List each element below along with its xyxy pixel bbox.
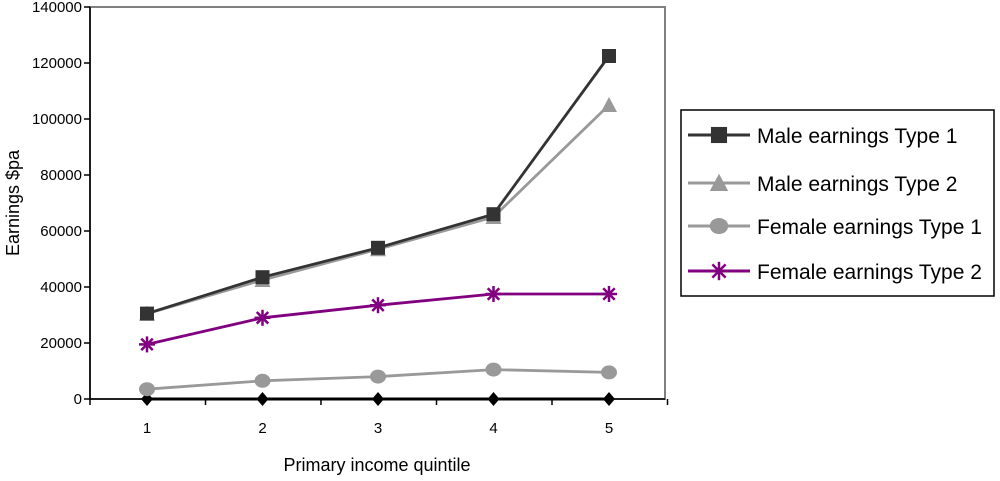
data-point <box>601 97 617 112</box>
legend: Male earnings Type 1 Male earnings Type 2… <box>688 125 982 284</box>
legend-label: Male earnings Type 2 <box>757 173 957 196</box>
y-axis-ticks: 0 20000 40000 60000 80000 100000 120000 140000 <box>32 0 90 408</box>
y-tick-label: 100000 <box>32 111 82 128</box>
series-5 <box>141 392 615 406</box>
legend-marker <box>710 126 728 144</box>
series-1 <box>140 49 616 321</box>
series-4 <box>139 286 617 353</box>
legend-label: Female earnings Type 1 <box>757 216 982 239</box>
data-point <box>256 392 269 406</box>
legend-marker <box>709 173 729 192</box>
data-point <box>370 369 386 384</box>
data-point <box>371 240 385 255</box>
x-axis-title: Primary income quintile <box>283 455 470 475</box>
series-layer <box>139 49 617 406</box>
data-point <box>139 336 155 353</box>
x-tick-label: 3 <box>374 420 382 437</box>
x-tick-label: 5 <box>605 420 613 437</box>
legend-label: Female earnings Type 2 <box>757 261 982 284</box>
data-point <box>254 373 271 388</box>
data-point <box>602 49 616 63</box>
data-point <box>486 207 501 222</box>
data-point <box>254 309 271 326</box>
legend-item: Male earnings Type 1 <box>688 125 957 148</box>
data-point <box>487 392 500 406</box>
legend-marker <box>709 217 729 235</box>
x-tick-label: 2 <box>258 420 266 437</box>
legend-label: Male earnings Type 1 <box>757 125 957 148</box>
legend-item: Female earnings Type 1 <box>688 216 982 239</box>
data-point <box>601 286 617 302</box>
y-axis-title: Earnings $pa <box>3 149 23 256</box>
data-point <box>370 297 386 314</box>
data-point <box>372 392 384 406</box>
y-tick-label: 140000 <box>32 0 82 16</box>
legend-box <box>680 109 995 297</box>
legend-item: Female earnings Type 2 <box>688 261 982 284</box>
series-3 <box>139 362 617 397</box>
y-tick-label: 40000 <box>40 279 82 296</box>
plot-area <box>89 6 666 400</box>
data-point <box>485 286 502 302</box>
x-tick-label: 4 <box>489 420 497 437</box>
x-tick-label: 1 <box>143 420 151 437</box>
y-tick-label: 0 <box>74 391 82 408</box>
data-point <box>139 382 155 397</box>
y-tick-label: 20000 <box>40 335 82 352</box>
legend-marker <box>709 261 729 281</box>
data-point <box>601 365 617 380</box>
y-tick-label: 120000 <box>32 55 82 72</box>
y-tick-label: 60000 <box>40 223 82 240</box>
data-point <box>255 270 270 285</box>
data-point <box>140 306 154 321</box>
legend-item: Male earnings Type 2 <box>688 173 957 196</box>
y-tick-label: 80000 <box>40 167 82 184</box>
data-point <box>603 392 615 406</box>
data-point <box>485 362 502 377</box>
